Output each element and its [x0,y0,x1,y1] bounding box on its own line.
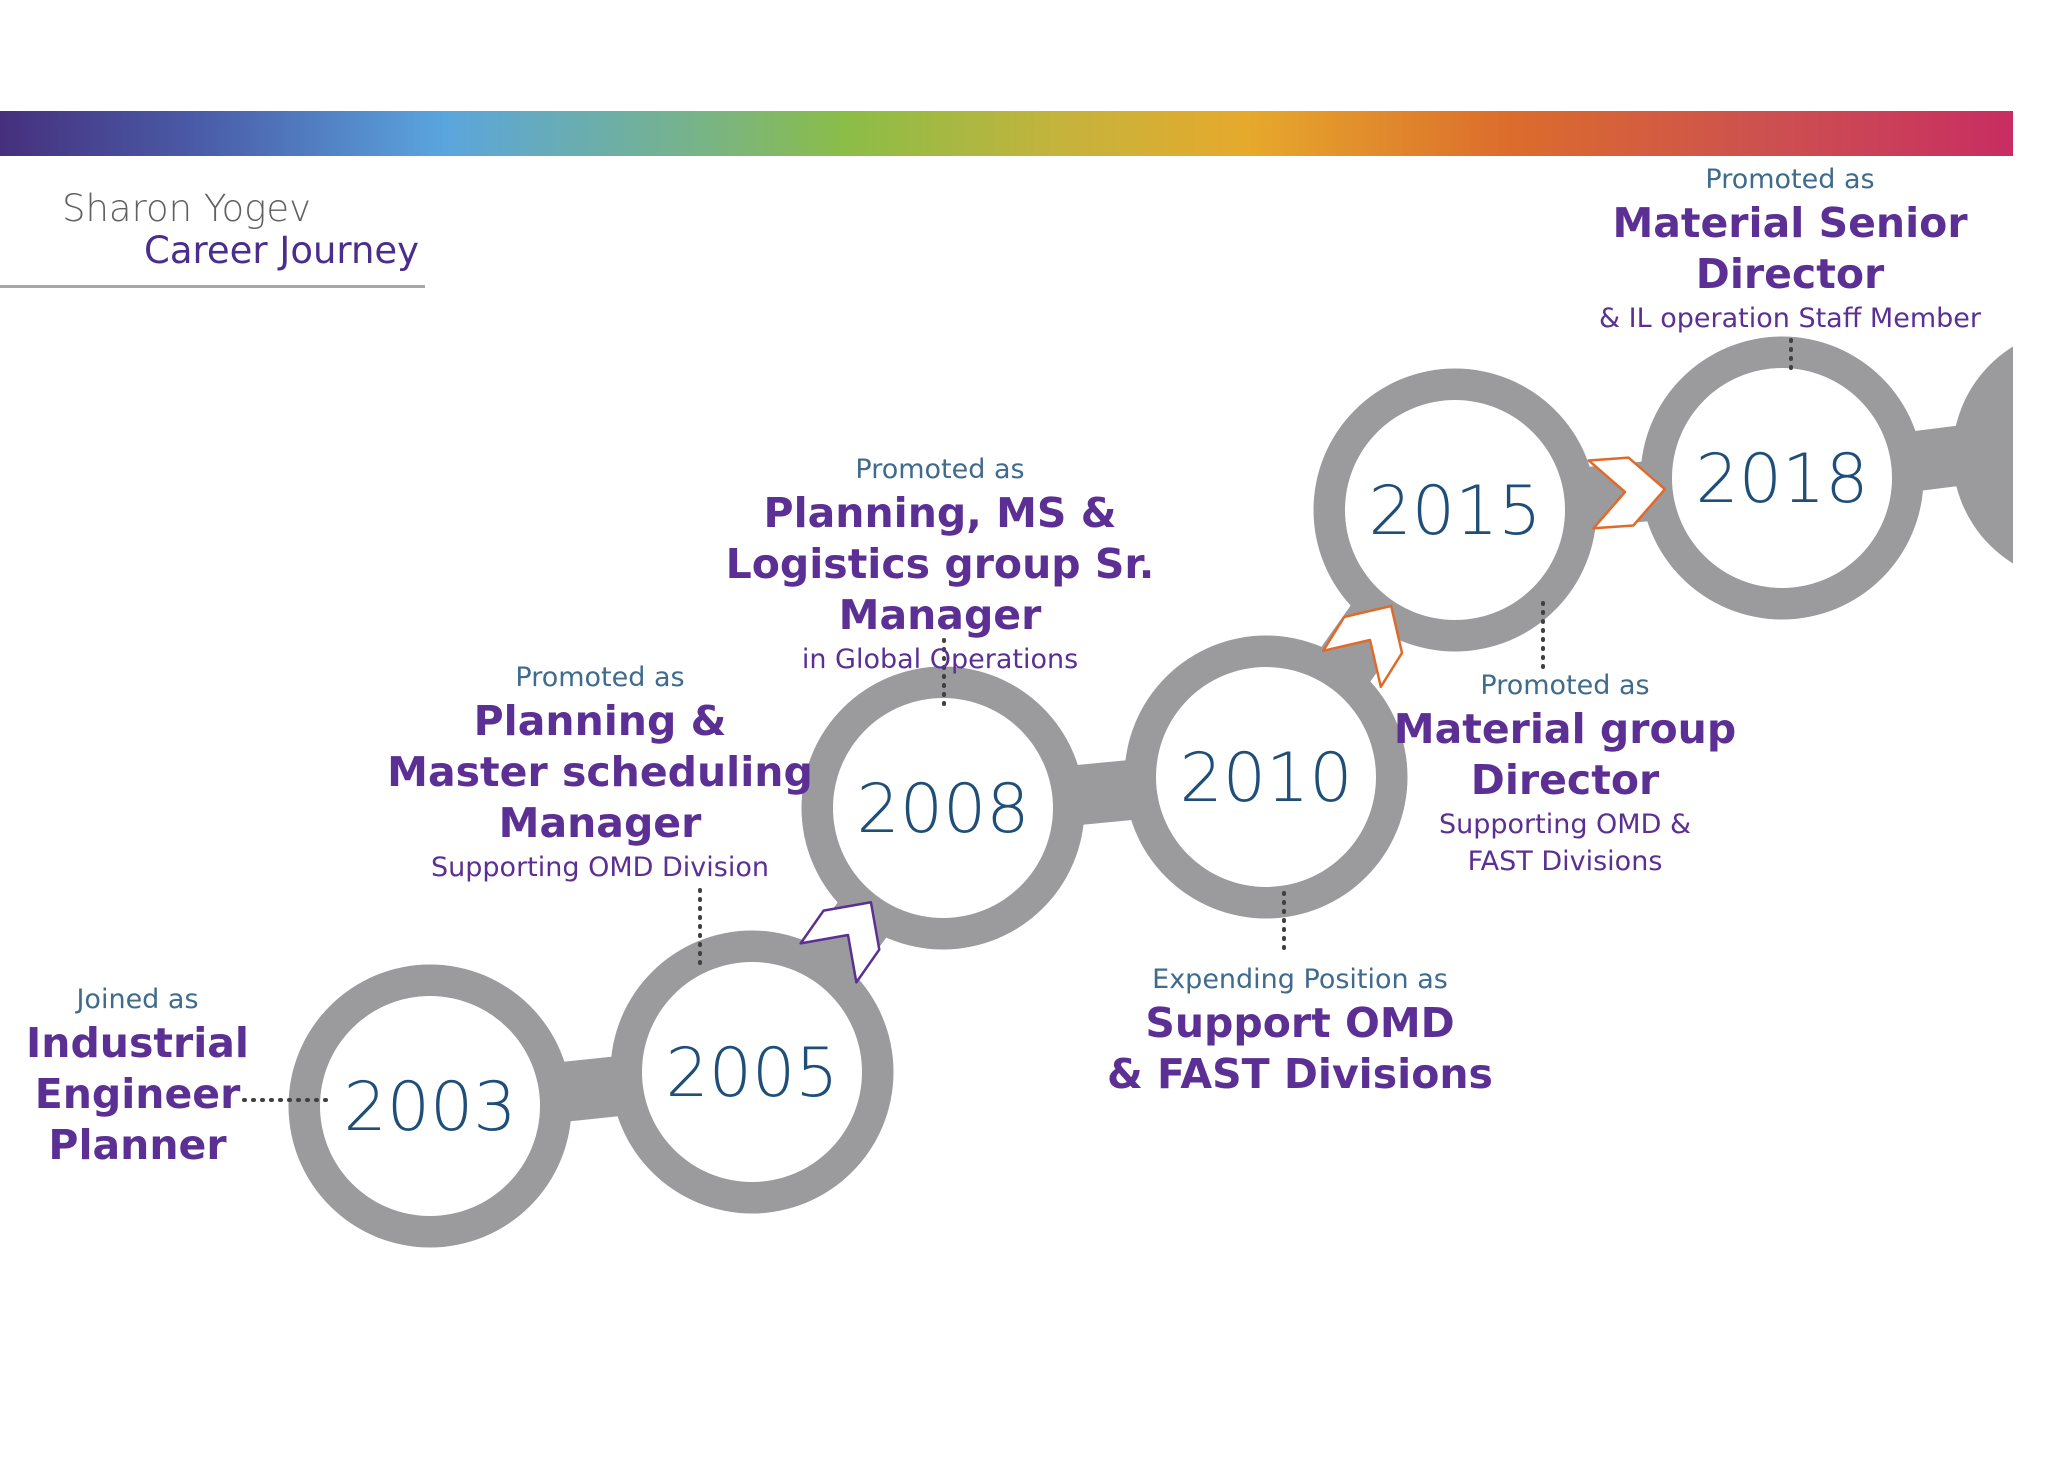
year-label: 2008 [856,770,1029,849]
milestone-intro: Promoted as [515,662,685,693]
ring-hole [1156,667,1376,887]
milestone-role-line: Director [1470,756,1660,804]
milestone-role-line: & FAST Divisions [1107,1050,1493,1098]
ring-hole [1672,368,1892,588]
milestone-role-line: Engineer [34,1070,241,1118]
milestone-label-2008: Promoted as Planning, MS & Logistics group… [620,452,1260,678]
milestone-role-line: Director [1695,250,1885,298]
milestone-role-line: Planning, MS & [763,489,1117,537]
year-label: 2003 [343,1068,516,1147]
progress-arrows [799,456,1667,984]
milestone-detail-line: & IL operation Staff Member [1599,303,1981,334]
milestone-role-line: Industrial [26,1019,249,1067]
chevron-shape [799,900,881,984]
milestone-role-line: Logistics group Sr. Manager [725,540,1155,639]
milestone-label-2015: Promoted as Material group Director Support… [1360,668,1770,880]
milestone-role-line: Planning & [473,697,727,745]
gradient-header-bar [0,111,2013,156]
milestone-detail-line: Supporting OMD & [1438,809,1692,840]
milestone-intro: Expending Position as [1152,964,1448,995]
milestone-role-line: Support OMD [1145,999,1455,1047]
milestone-intro: Promoted as [855,454,1025,485]
milestone-role-line: Planner [48,1121,227,1169]
dotted-leaders [242,338,1793,1102]
milestone-detail-line: FAST Divisions [1467,846,1663,877]
chevron-2015-2018 [1587,456,1667,530]
year-label: 2005 [665,1034,838,1113]
milestone-label-2005: Promoted as Planning & Master scheduling Ma… [370,660,830,886]
chevron-shape [1321,604,1404,689]
milestone-detail-line: Supporting OMD Division [431,852,769,883]
partial-ring [1952,346,2013,564]
milestone-intro: Joined as [76,984,199,1015]
page-subtitle: Career Journey [144,229,420,272]
title-block: Sharon Yogev Career Journey [62,188,419,272]
milestone-role-line: Master scheduling [387,748,813,796]
ring-hole [1345,400,1565,620]
year-label: 2010 [1179,739,1352,818]
year-label: 2015 [1368,472,1541,551]
milestone-detail-line: in Global Operations [801,644,1079,675]
milestone-label-2003: Joined as Industrial Engineer Planner [0,982,275,1171]
milestone-intro: Promoted as [1705,164,1875,195]
milestone-label-2010: Expending Position as Support OMD & FAST D… [1080,962,1520,1100]
chevron-2005-2008 [799,900,881,984]
person-name: Sharon Yogev [62,187,312,230]
milestone-role-line: Material group [1393,705,1737,753]
milestone-role-line: Material Senior [1612,199,1968,247]
milestone-role-line: Manager [498,799,702,847]
year-labels: 2003 2005 2008 2010 2015 2018 [343,440,1868,1147]
chevron-2010-2015 [1321,604,1404,689]
ring-hole [320,996,540,1216]
ring-hole [833,698,1053,918]
title-divider [0,285,425,288]
milestone-intro: Promoted as [1480,670,1650,701]
milestone-label-2018: Promoted as Material Senior Director & IL o… [1560,162,2020,337]
year-rings [288,336,1924,1248]
year-label: 2018 [1695,440,1868,519]
ring-hole [642,962,862,1182]
chevron-shape [1587,456,1667,530]
